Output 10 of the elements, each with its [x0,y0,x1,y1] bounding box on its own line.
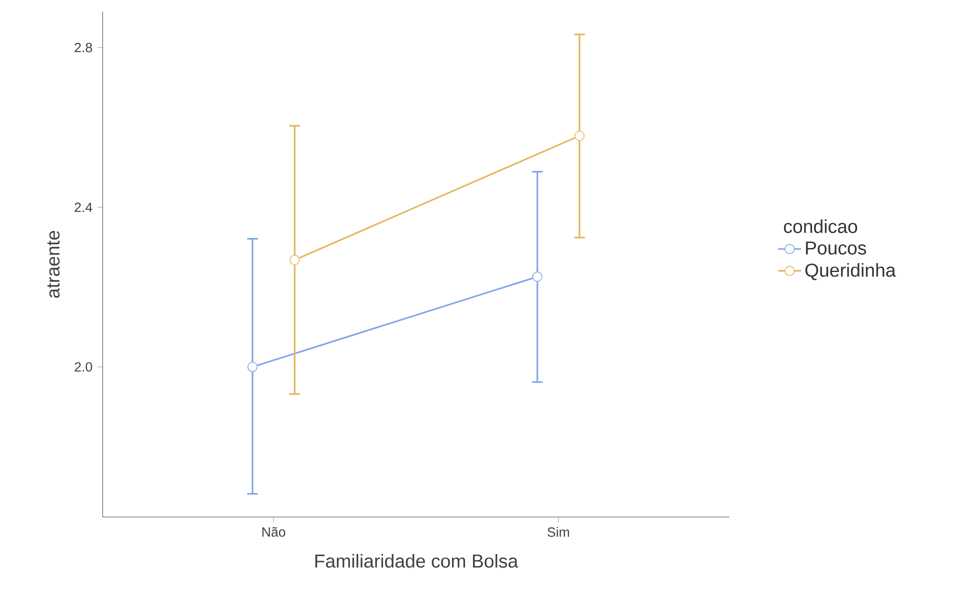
x-tick-label: Não [262,527,286,537]
x-tick-label: Sim [548,527,570,537]
legend-label: Poucos [806,242,866,255]
y-tick-label: 2.4 [74,202,92,212]
legend-label: Queridinha [805,263,896,280]
y-tick-label: 2.0 [74,362,92,372]
x-axis-title: Familiaridade com Bolsa [315,554,518,568]
y-tick-label: 2.8 [74,42,92,52]
legend-title: condicao [784,219,858,234]
y-axis-title: atraente [47,230,60,298]
